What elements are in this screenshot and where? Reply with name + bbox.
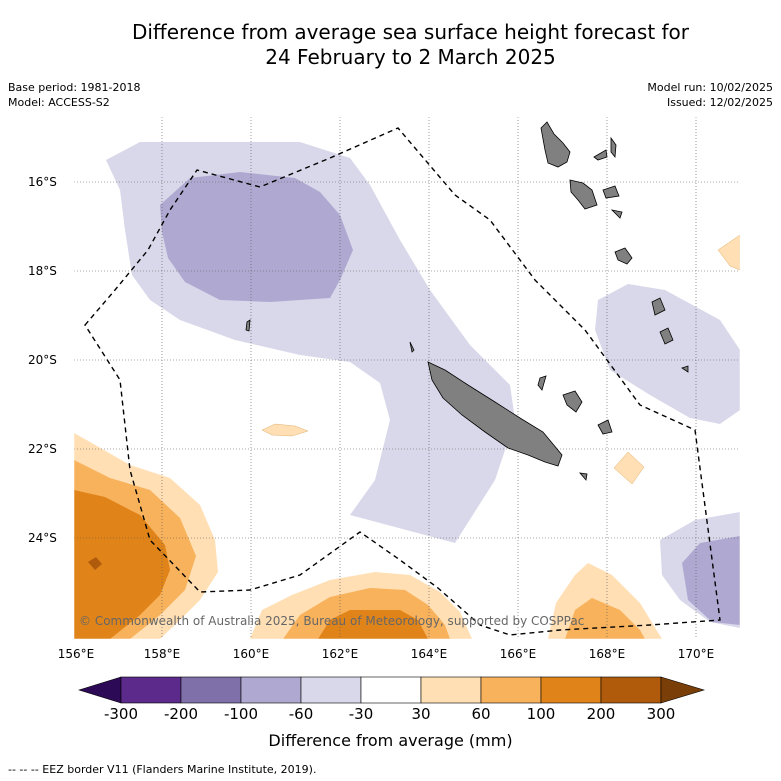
gridlines <box>74 117 740 639</box>
colorbar-label-neg60: -60 <box>288 705 314 723</box>
colorbar-cell <box>600 676 662 704</box>
title-line-1: Difference from average sea surface heig… <box>131 20 690 44</box>
lon-label-164e: 164°E <box>410 647 448 661</box>
map-panel <box>74 117 740 639</box>
colorbar-cell <box>480 676 542 704</box>
copyright-text: © Commonwealth of Australia 2025, Bureau… <box>79 614 585 628</box>
colorbar-extend-low <box>78 676 122 704</box>
lon-label-166e: 166°E <box>499 647 537 661</box>
colorbar-label-200: 200 <box>586 705 616 723</box>
contour-neg-60-100 <box>160 172 740 625</box>
model-run: Model run: 10/02/2025 <box>647 81 773 94</box>
lat-label-22s: 22°S <box>28 442 57 456</box>
contour-pos-sw <box>74 433 218 639</box>
colorbar-label-neg30: -30 <box>348 705 374 723</box>
colorbar-title: Difference from average (mm) <box>268 731 513 750</box>
colorbar-label-300: 300 <box>646 705 676 723</box>
colorbar-label-neg100: -100 <box>223 705 259 723</box>
eez-border <box>84 127 721 636</box>
base-period: Base period: 1981-2018 <box>8 81 141 94</box>
lon-label-162e: 162°E <box>321 647 359 661</box>
colorbar-cell <box>420 676 482 704</box>
contour-pos-small <box>261 234 740 485</box>
colorbar-label-60: 60 <box>471 705 491 723</box>
map-title: Difference from average sea surface heig… <box>0 20 781 70</box>
eez-legend-note: -- -- -- EEZ border V11 (Flanders Marine… <box>8 763 317 776</box>
lon-label-158e: 158°E <box>143 647 181 661</box>
colorbar-cell <box>300 676 362 704</box>
issued-date: Issued: 12/02/2025 <box>666 96 773 109</box>
colorbar-cell <box>360 676 422 704</box>
meta-left: Base period: 1981-2018 Model: ACCESS-S2 <box>8 80 140 110</box>
colorbar-label-neg300: -300 <box>103 705 139 723</box>
lon-label-156e: 156°E <box>57 647 95 661</box>
new-caledonia-island <box>427 361 563 467</box>
colorbar-cell <box>120 676 182 704</box>
model-name: Model: ACCESS-S2 <box>8 96 110 109</box>
lat-label-24s: 24°S <box>28 531 57 545</box>
title-line-2: 24 February to 2 March 2025 <box>265 45 556 69</box>
colorbar-label-100: 100 <box>526 705 556 723</box>
lat-label-18s: 18°S <box>28 264 57 278</box>
lon-label-160e: 160°E <box>232 647 270 661</box>
colorbar-extend-high <box>660 676 706 704</box>
colorbar-label-30: 30 <box>411 705 431 723</box>
lon-label-168e: 168°E <box>588 647 626 661</box>
colorbar <box>78 676 706 704</box>
lon-label-170e: 170°E <box>677 647 715 661</box>
colorbar-cell <box>180 676 242 704</box>
colorbar-label-neg200: -200 <box>163 705 199 723</box>
lat-label-20s: 20°S <box>28 353 57 367</box>
colorbar-cell <box>240 676 302 704</box>
meta-right: Model run: 10/02/2025 Issued: 12/02/2025 <box>647 80 773 110</box>
land-masses <box>245 121 689 481</box>
lat-label-16s: 16°S <box>28 175 57 189</box>
contour-pos-south <box>250 572 472 639</box>
colorbar-cell <box>540 676 602 704</box>
